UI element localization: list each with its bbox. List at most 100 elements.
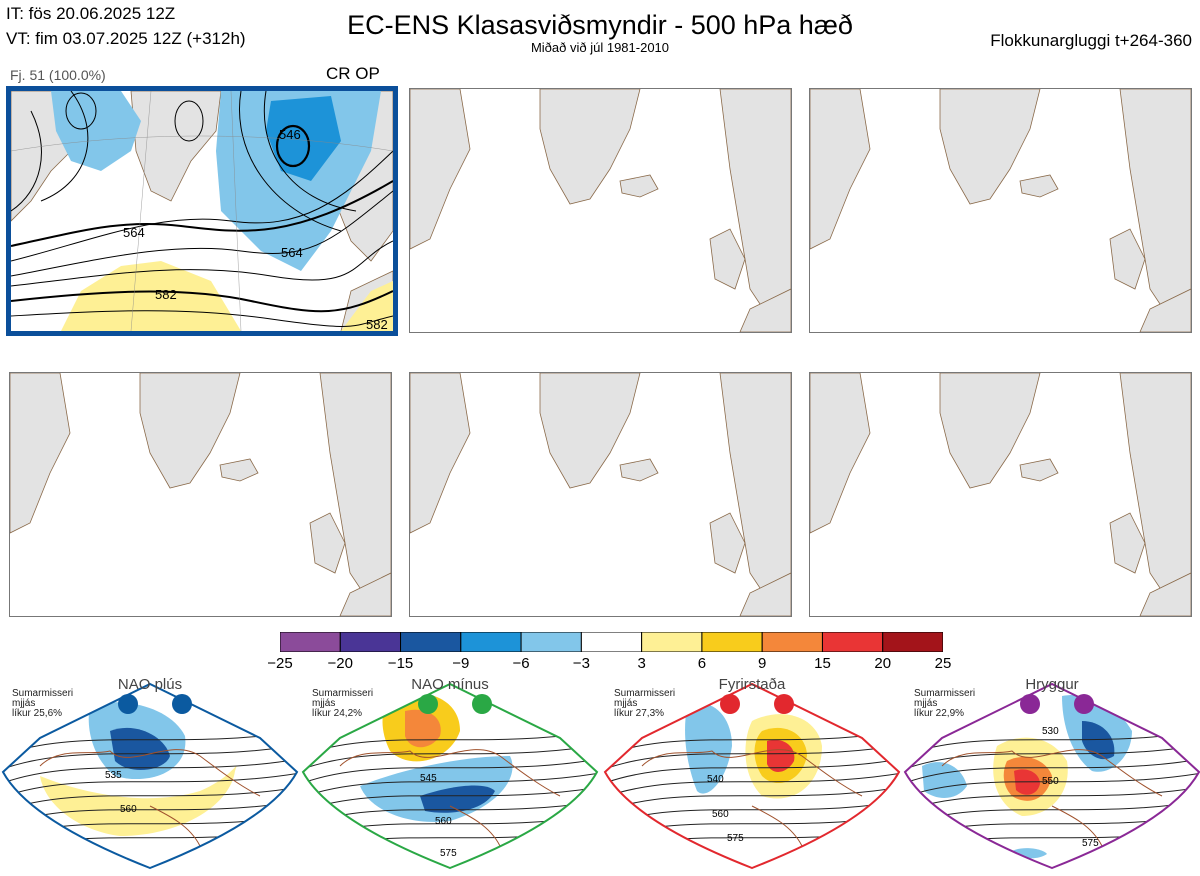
cluster-panel-6 xyxy=(809,372,1192,617)
anomaly-shade xyxy=(767,739,795,772)
land-greenland xyxy=(539,373,641,489)
anomaly-shade xyxy=(1082,721,1115,760)
colorbar-tick-label: −3 xyxy=(572,655,590,672)
regime-contour-label: 560 xyxy=(435,816,452,827)
anomaly-core-east xyxy=(266,96,341,181)
contour-line xyxy=(11,310,393,327)
regime-season: Sumarmisseri xyxy=(312,688,374,699)
colorbar-swatch xyxy=(280,632,341,652)
regime-marker xyxy=(472,694,492,714)
regime-season: Sumarmisseri xyxy=(12,688,74,699)
land-canada xyxy=(410,373,471,534)
page-title: EC-ENS Klasasviðsmyndir - 500 hPa hæð xyxy=(347,10,853,40)
contour-line xyxy=(905,744,1199,771)
contour-line xyxy=(605,786,899,813)
page-subtitle: Miðað við júl 1981-2010 xyxy=(530,40,670,55)
regime-outline xyxy=(903,682,1200,870)
land-europe xyxy=(739,288,791,332)
regime-period: mjjás xyxy=(12,698,36,709)
graticule-line xyxy=(11,135,393,152)
cluster-panel-4 xyxy=(9,372,392,617)
contour-line xyxy=(905,758,1199,785)
contour-line xyxy=(3,730,297,757)
colorbar-swatch xyxy=(821,632,884,652)
cluster-tag: CR OP xyxy=(326,64,380,83)
regime-contour-label: 535 xyxy=(105,770,122,781)
regime-season: Sumarmisseri xyxy=(914,688,976,699)
colorbar-tick-label: 25 xyxy=(934,655,952,672)
regime-outline xyxy=(1,682,299,870)
colorbar-swatch xyxy=(761,632,823,652)
land-canada xyxy=(410,89,471,250)
regime-outline xyxy=(603,682,901,870)
contour-label: 546 xyxy=(279,127,301,142)
contour-line xyxy=(11,290,393,313)
regime-panel: 540 560 575 Fyrirstaða Sumarmisseri mjjás líku… xyxy=(602,676,902,871)
land-britain xyxy=(709,512,746,574)
contour-line xyxy=(3,758,297,785)
land-iceland xyxy=(1019,174,1059,198)
regime-panel: 535 560 NAO plús Sumarmisseri mjjás líkur 25,… xyxy=(0,676,300,871)
contour-low-546 xyxy=(275,124,311,168)
anomaly-positive-south xyxy=(61,261,241,331)
contour-line xyxy=(40,91,89,202)
cluster-map-1: 546 564 564 582 582 xyxy=(11,91,393,331)
anomaly-shade xyxy=(420,785,495,813)
base-map xyxy=(410,373,791,616)
land-europe xyxy=(339,572,391,616)
contour-line xyxy=(905,828,1199,855)
regime-map: 545 560 575 xyxy=(301,682,599,870)
coastline xyxy=(941,749,1163,847)
land-canada xyxy=(810,373,871,534)
regime-season: Sumarmisseri xyxy=(614,688,676,699)
regime-outline xyxy=(301,682,599,870)
colorbar-tick-label: 6 xyxy=(697,655,707,672)
colorbar xyxy=(280,632,943,652)
colorbar-tick-label: 15 xyxy=(814,655,831,672)
colorbar-swatch xyxy=(882,632,943,652)
base-map xyxy=(10,373,391,616)
contour-line xyxy=(3,744,297,771)
regime-contour-label: 540 xyxy=(707,774,724,785)
regime-contour-label: 575 xyxy=(1082,838,1099,849)
regime-marker xyxy=(118,694,138,714)
regime-map: 535 560 xyxy=(1,682,299,870)
regime-title: NAO mínus xyxy=(411,676,489,693)
regime-map: 540 560 575 xyxy=(603,682,901,870)
colorbar-tick-label: 3 xyxy=(637,655,646,672)
colorbar-swatch xyxy=(641,632,703,652)
colorbar-swatch xyxy=(701,632,763,652)
regime-title: Fyrirstaða xyxy=(718,676,786,693)
land-greenland xyxy=(130,91,222,202)
valid-time: VT: fim 03.07.2025 12Z (+312h) xyxy=(6,29,246,48)
colorbar-tick-label: −20 xyxy=(327,655,353,672)
contour-line xyxy=(303,730,597,757)
contour-line xyxy=(605,800,899,827)
regime-period: mjjás xyxy=(614,698,638,709)
cluster-panel-5 xyxy=(409,372,792,617)
regime-contour-label: 560 xyxy=(712,809,729,820)
colorbar-swatch xyxy=(460,632,522,652)
anomaly-shade xyxy=(110,727,170,771)
cluster-panel-3 xyxy=(809,88,1192,333)
colorbar-swatch xyxy=(580,632,643,652)
land-canada xyxy=(10,373,71,534)
land-greenland xyxy=(939,89,1041,205)
land-greenland xyxy=(939,373,1041,489)
contour-line xyxy=(3,772,297,799)
regime-period: mjjás xyxy=(312,698,336,709)
contour-label: 582 xyxy=(155,287,177,302)
land-iceland xyxy=(1019,458,1059,482)
land-iceland xyxy=(619,458,659,482)
base-map xyxy=(810,373,1191,616)
contour-label: 582 xyxy=(366,317,388,331)
land-iceland xyxy=(219,458,259,482)
land-europe xyxy=(1139,288,1191,332)
regime-period: mjjás xyxy=(914,698,938,709)
land-greenland xyxy=(139,373,241,489)
contour-line xyxy=(605,730,899,757)
contour-line xyxy=(11,190,393,277)
coastline xyxy=(39,749,261,847)
contour-line xyxy=(303,758,597,785)
base-map xyxy=(410,89,791,332)
